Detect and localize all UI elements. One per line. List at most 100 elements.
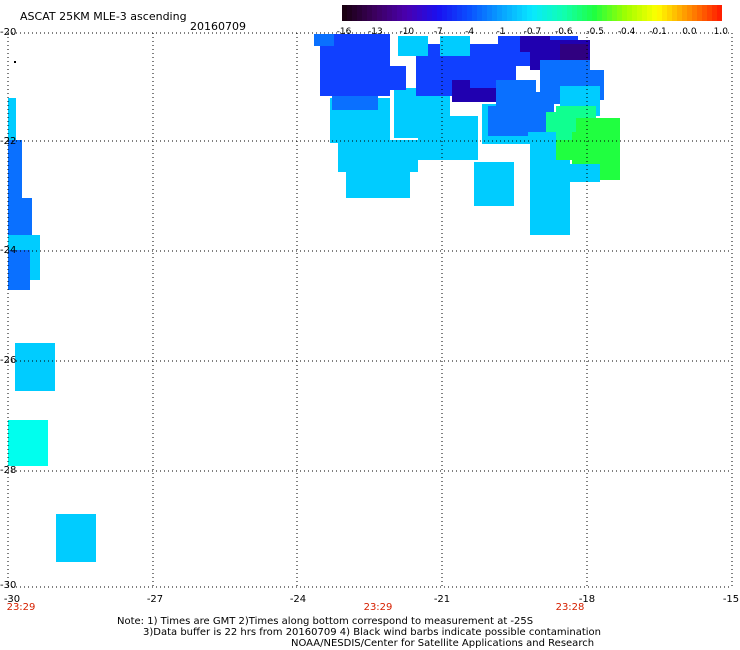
colorbar-cell (387, 5, 393, 21)
colorbar-cell (362, 5, 368, 21)
note-line-3: NOAA/NESDIS/Center for Satellite Applica… (291, 638, 595, 649)
colorbar-cell (372, 5, 378, 21)
colorbar-cell (637, 5, 643, 21)
wind-cell (15, 343, 55, 391)
colorbar-cell (427, 5, 433, 21)
colorbar-cell (492, 5, 498, 21)
colorbar-cell (462, 5, 468, 21)
colorbar-cell (542, 5, 548, 21)
colorbar-cell (697, 5, 703, 21)
colorbar-cell (437, 5, 443, 21)
colorbar-cell (622, 5, 628, 21)
x-label-lon-15: -15 (722, 594, 740, 605)
colorbar-cell (452, 5, 458, 21)
colorbar-cell (407, 5, 413, 21)
colorbar-cell (642, 5, 648, 21)
colorbar-cell (702, 5, 708, 21)
note-line-2: 3)Data buffer is 22 hrs from 20160709 4)… (143, 627, 601, 638)
colorbar-cell (472, 5, 478, 21)
colorbar-cell (432, 5, 438, 21)
colorbar-cell (717, 5, 722, 21)
y-label-lat-26: -26 (0, 355, 17, 366)
colorbar-cell (447, 5, 453, 21)
colorbar-cell (477, 5, 483, 21)
colorbar-cell (682, 5, 688, 21)
x-label-lon-18: -18 (578, 594, 596, 605)
wind-barb-mark (14, 61, 16, 63)
colorbar-cell (562, 5, 568, 21)
y-label-lat-30: -30 (0, 580, 17, 591)
colorbar-cell (692, 5, 698, 21)
colorbar-cell (672, 5, 678, 21)
wind-cell (346, 168, 410, 198)
colorbar-label: -1 (496, 27, 506, 37)
colorbar-cell (627, 5, 633, 21)
wind-cell (8, 98, 16, 168)
colorbar-cell (712, 5, 718, 21)
time-label-3: 23:28 (555, 602, 585, 613)
colorbar-cell (632, 5, 638, 21)
colorbar-cell (347, 5, 353, 21)
colorbar-cell (467, 5, 473, 21)
colorbar-cell (392, 5, 398, 21)
colorbar-cell (612, 5, 618, 21)
lat-lon-grid (7, 32, 733, 588)
map-title: ASCAT 25KM MLE-3 ascending (20, 10, 187, 23)
colorbar-label: -0.5 (586, 27, 604, 37)
colorbar-label: -0.1 (649, 27, 667, 37)
colorbar-cell (647, 5, 653, 21)
colorbar-cell (552, 5, 558, 21)
colorbar-cell (352, 5, 358, 21)
colorbar-cell (687, 5, 693, 21)
colorbar-cell (482, 5, 488, 21)
colorbar-label: -4 (465, 27, 475, 37)
colorbar-cell (577, 5, 583, 21)
colorbar-cell (587, 5, 593, 21)
colorbar-cell (382, 5, 388, 21)
map-date: 20160709 (190, 20, 246, 33)
colorbar-cell (422, 5, 428, 21)
colorbar-cell (512, 5, 518, 21)
colorbar-label: -7 (433, 27, 443, 37)
colorbar-label: -0.6 (555, 27, 573, 37)
colorbar-cell (572, 5, 578, 21)
colorbar (342, 5, 722, 21)
wind-cell (8, 420, 48, 466)
wind-cell (8, 198, 32, 238)
colorbar-cell (677, 5, 683, 21)
colorbar-cell (377, 5, 383, 21)
colorbar-cell (607, 5, 613, 21)
y-label-lat-20: -20 (0, 27, 17, 38)
colorbar-cell (487, 5, 493, 21)
wind-cell (434, 116, 476, 160)
colorbar-cell (417, 5, 423, 21)
colorbar-cell (617, 5, 623, 21)
colorbar-label: -13 (368, 27, 383, 37)
colorbar-cell (457, 5, 463, 21)
y-label-lat-22: -22 (0, 136, 17, 147)
wind-cell (520, 36, 550, 52)
colorbar-cell (602, 5, 608, 21)
wind-cell (556, 140, 576, 160)
wind-cell (474, 162, 514, 206)
colorbar-cell (667, 5, 673, 21)
colorbar-cell (557, 5, 563, 21)
wind-cell (332, 96, 378, 110)
x-label-lon-27: -27 (146, 594, 164, 605)
colorbar-cell (527, 5, 533, 21)
colorbar-cell (517, 5, 523, 21)
note-line-1: Note: 1) Times are GMT 2)Times along bot… (117, 616, 534, 627)
colorbar-cell (537, 5, 543, 21)
x-label-lon-30: -30 (3, 594, 21, 605)
colorbar-label: -0.4 (617, 27, 636, 37)
colorbar-cell (357, 5, 363, 21)
wind-cell (570, 164, 600, 182)
colorbar-cell (397, 5, 403, 21)
colorbar-cell (662, 5, 668, 21)
y-label-lat-24: -24 (0, 245, 17, 256)
colorbar-cell (442, 5, 448, 21)
wind-cell (8, 250, 30, 290)
wind-cell (560, 44, 588, 64)
colorbar-cell (502, 5, 508, 21)
